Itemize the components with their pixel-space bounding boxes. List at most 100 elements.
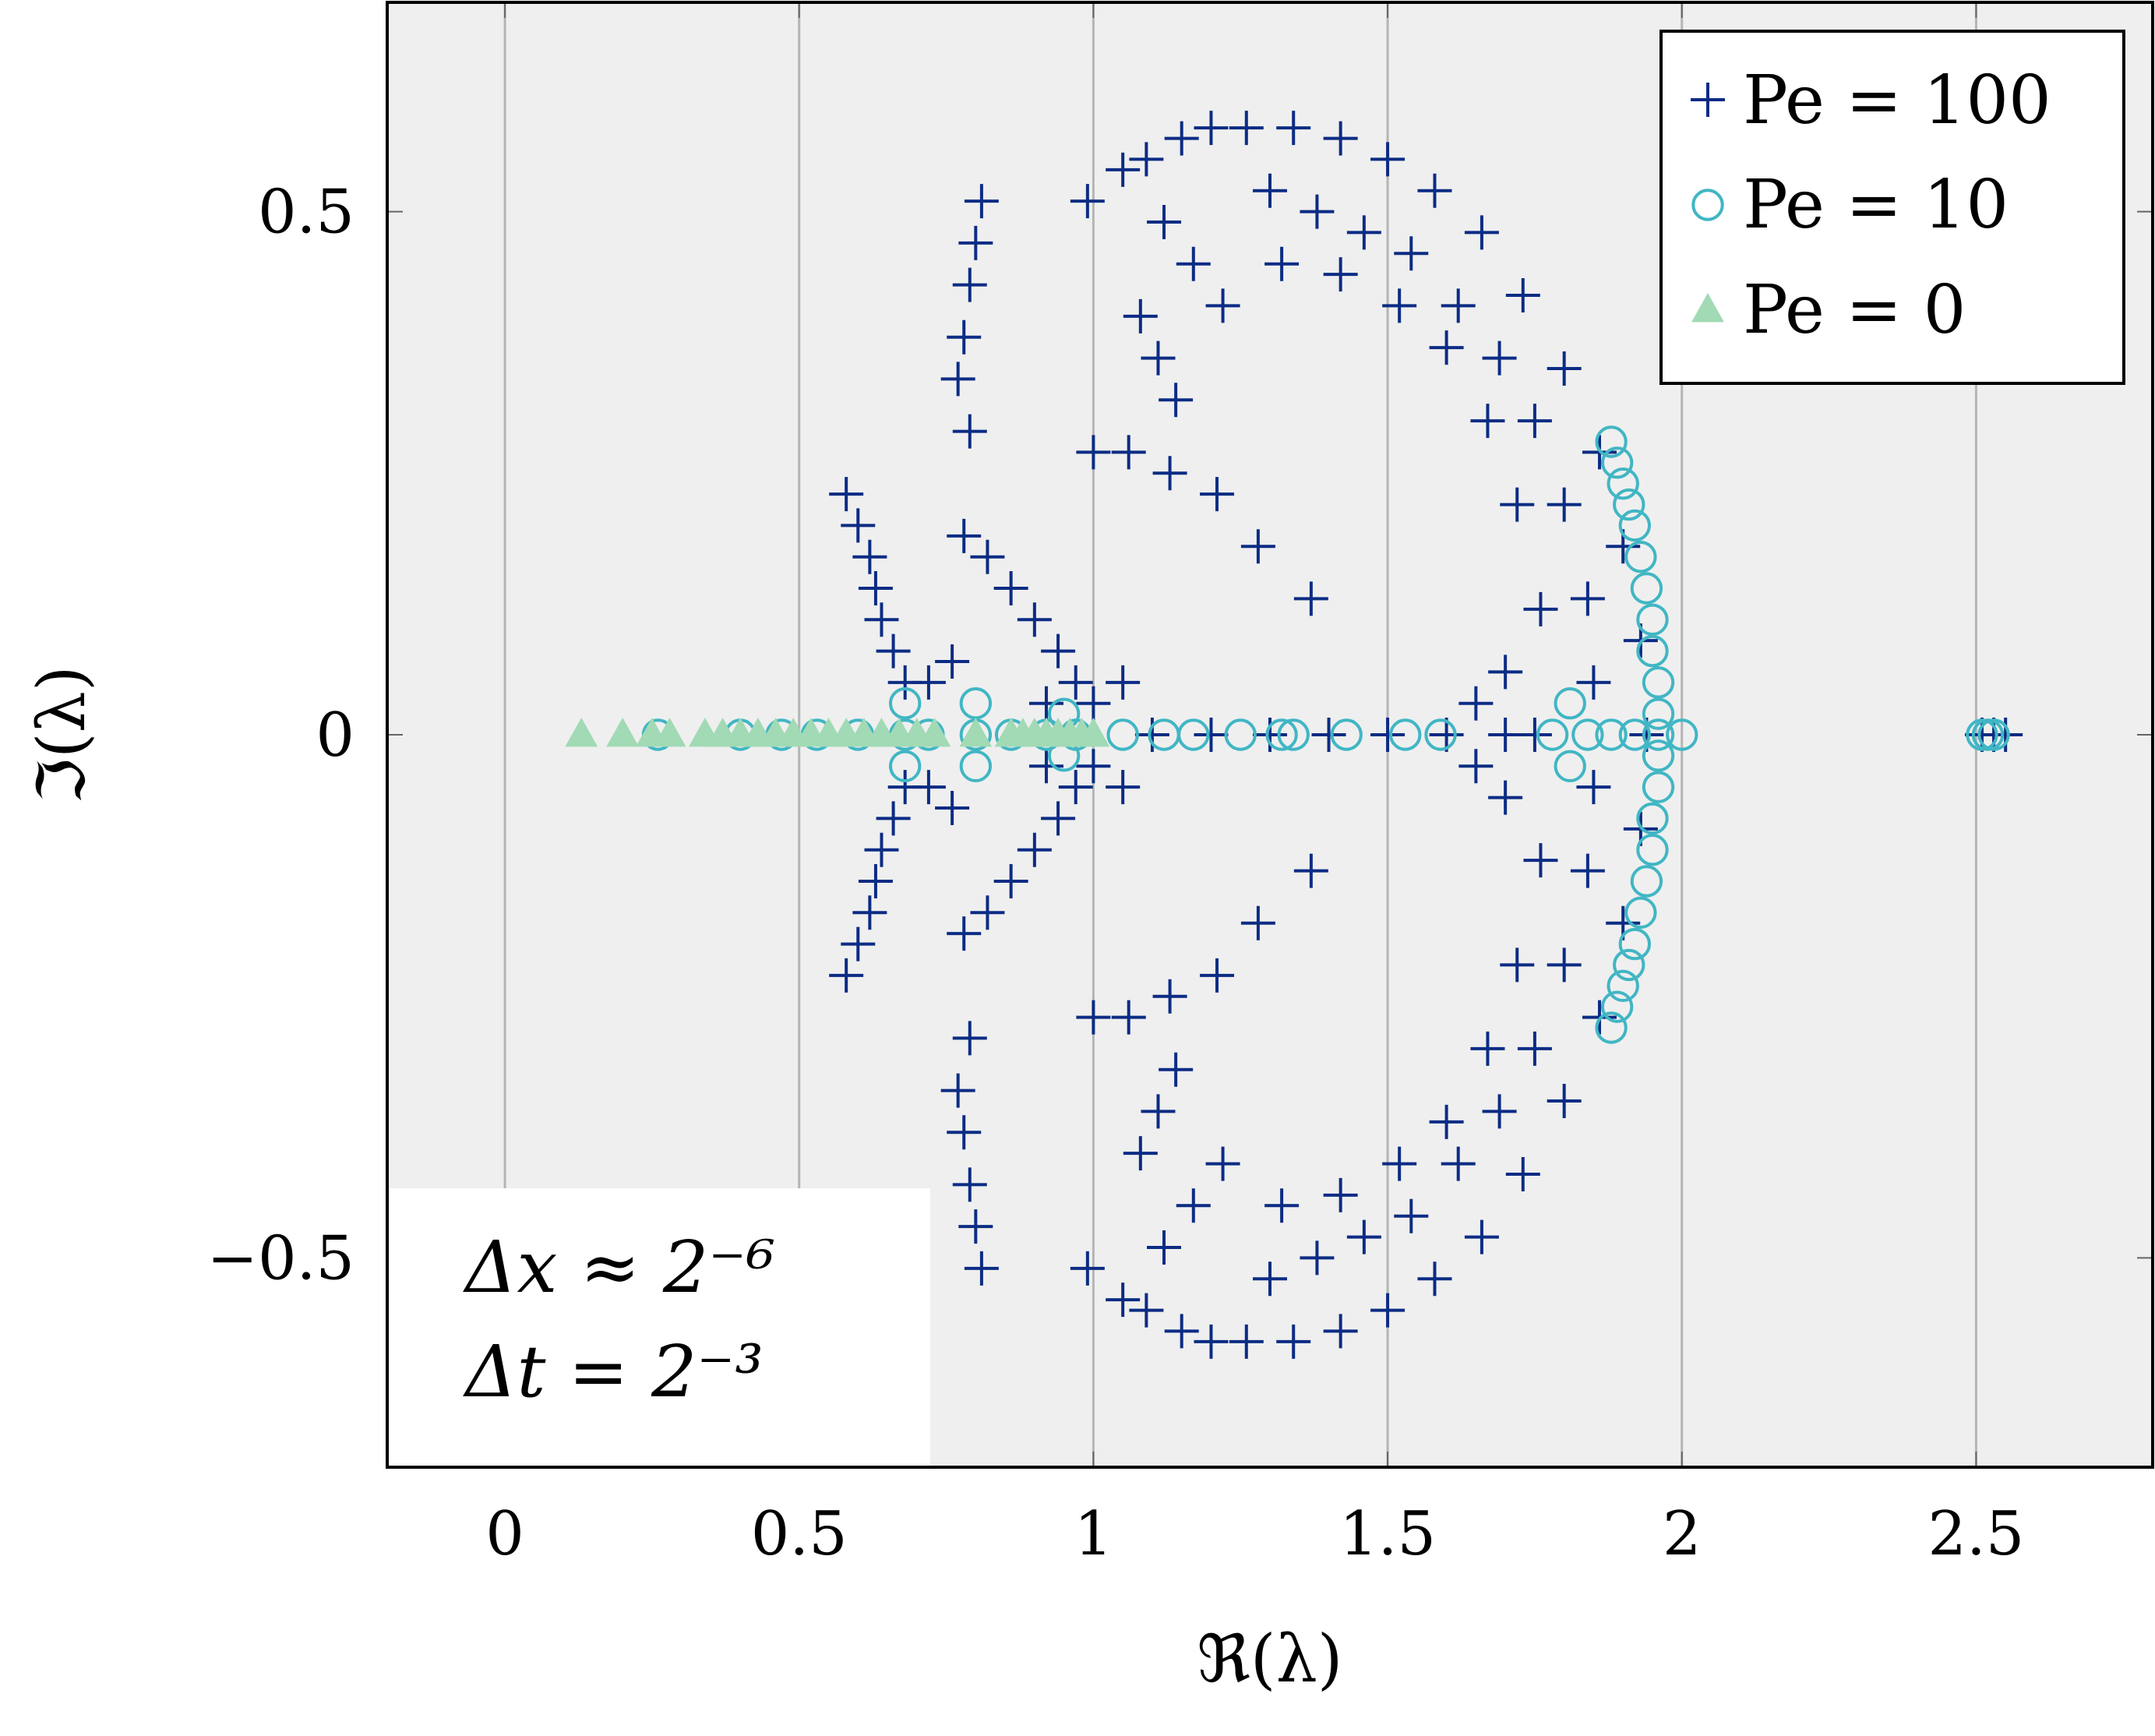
tick-labels: 0 0.5 1 1.5 2 2.5 −0.5 0 0.5: [207, 178, 2025, 1569]
point-pe100: [1300, 1240, 1335, 1276]
legend-markers: [1691, 83, 1725, 323]
point-pe100: [993, 571, 1028, 605]
point-pe100: [1517, 718, 1552, 752]
point-pe100: [1205, 1146, 1240, 1181]
point-pe100: [1134, 718, 1169, 752]
point-pe10: [1389, 718, 1422, 751]
point-pe100: [970, 539, 1005, 574]
point-pe100: [1106, 665, 1141, 700]
point-pe100: [1123, 1136, 1158, 1171]
point-pe10: [1607, 969, 1639, 1002]
point-pe100: [935, 791, 970, 825]
point-pe10: [1613, 488, 1645, 521]
point-pe100: [1070, 184, 1105, 219]
point-pe100: [1129, 1293, 1164, 1328]
point-pe100: [1253, 173, 1287, 208]
point-pe100: [1500, 947, 1535, 983]
point-pe100: [1141, 340, 1176, 376]
legend-marker-pe10: [1691, 189, 1724, 221]
point-pe100: [1041, 633, 1076, 669]
point-pe100: [1488, 718, 1523, 752]
point-pe100: [1041, 801, 1076, 836]
point-pe100: [852, 895, 887, 930]
x-axis-label: ℜ(λ): [1197, 1621, 1342, 1697]
point-pe10: [1265, 718, 1298, 751]
point-pe100: [1300, 194, 1335, 229]
point-pe10: [1613, 948, 1645, 982]
legend-frame: [1659, 30, 2125, 385]
point-pe100: [1570, 853, 1605, 888]
point-pe10: [1666, 718, 1698, 751]
point-pe100: [1240, 905, 1275, 940]
legend-marker-pe0: [1691, 293, 1724, 323]
point-pe10: [1630, 865, 1663, 898]
point-pe100: [1523, 843, 1558, 878]
point-pe100: [1505, 278, 1540, 312]
point-pe100: [841, 926, 876, 962]
point-pe100: [1159, 1052, 1194, 1087]
point-pe100: [1488, 780, 1523, 815]
point-pe100: [1028, 686, 1063, 721]
point-pe100: [1394, 236, 1429, 271]
point-pe100: [952, 267, 987, 302]
point-pe100: [1129, 142, 1164, 177]
point-pe100: [864, 832, 899, 867]
point-pe100: [852, 539, 887, 574]
point-pe100: [947, 518, 982, 553]
point-pe0: [606, 718, 640, 747]
point-pe10: [1636, 802, 1669, 835]
point-pe100: [1547, 947, 1582, 983]
point-pe100: [1394, 1198, 1429, 1233]
point-pe100: [1470, 1031, 1505, 1066]
point-pe100: [829, 477, 864, 512]
point-pe100: [1076, 749, 1111, 784]
point-pe10: [1642, 739, 1675, 772]
point-pe100: [1176, 246, 1211, 281]
x-tick-label: 2.5: [1928, 1499, 2024, 1569]
point-pe100: [1441, 288, 1476, 323]
point-pe10: [1607, 468, 1639, 500]
point-pe100: [841, 508, 876, 543]
point-pe10: [1642, 666, 1675, 699]
point-pe10: [1554, 750, 1586, 782]
point-pe100: [1323, 1314, 1358, 1349]
legend: Pe = 100 Pe = 10 Pe = 0: [1659, 30, 2125, 385]
point-pe10: [1636, 834, 1669, 866]
point-pe10: [1277, 718, 1310, 751]
point-pe100: [1417, 1261, 1452, 1297]
point-pe100: [958, 225, 993, 260]
point-pe100: [1106, 770, 1141, 805]
point-pe10: [1636, 634, 1669, 668]
point-pe100: [864, 602, 899, 637]
point-pe100: [1547, 1084, 1582, 1118]
point-pe100: [1576, 665, 1611, 700]
point-pe100: [1276, 1324, 1311, 1359]
point-pe10: [1600, 990, 1634, 1023]
point-pe100: [1505, 1157, 1540, 1191]
point-pe100: [1017, 832, 1052, 867]
point-pe100: [1370, 718, 1406, 752]
point-pe100: [1229, 1324, 1264, 1359]
point-pe100: [947, 1115, 982, 1150]
point-pe100: [1276, 111, 1311, 146]
x-tick-label: 1: [1074, 1499, 1113, 1569]
point-pe100: [952, 414, 987, 449]
point-pe10: [1536, 718, 1569, 751]
point-pe100: [1346, 1219, 1381, 1254]
point-pe100: [1417, 173, 1452, 208]
point-pe100: [1517, 1031, 1552, 1066]
point-pe100: [1106, 152, 1141, 187]
point-pe100: [1488, 655, 1523, 690]
point-pe100: [1576, 770, 1611, 805]
x-tick-label: 0.5: [751, 1499, 848, 1569]
point-pe10: [888, 750, 922, 782]
point-pe100: [1106, 1283, 1141, 1318]
point-pe10: [1600, 446, 1634, 479]
point-pe100: [1429, 330, 1464, 365]
point-pe10: [1977, 718, 2010, 751]
point-pe100: [858, 864, 893, 898]
point-pe100: [1200, 477, 1235, 512]
point-pe100: [1370, 1293, 1406, 1328]
point-pe100: [1382, 1146, 1417, 1181]
